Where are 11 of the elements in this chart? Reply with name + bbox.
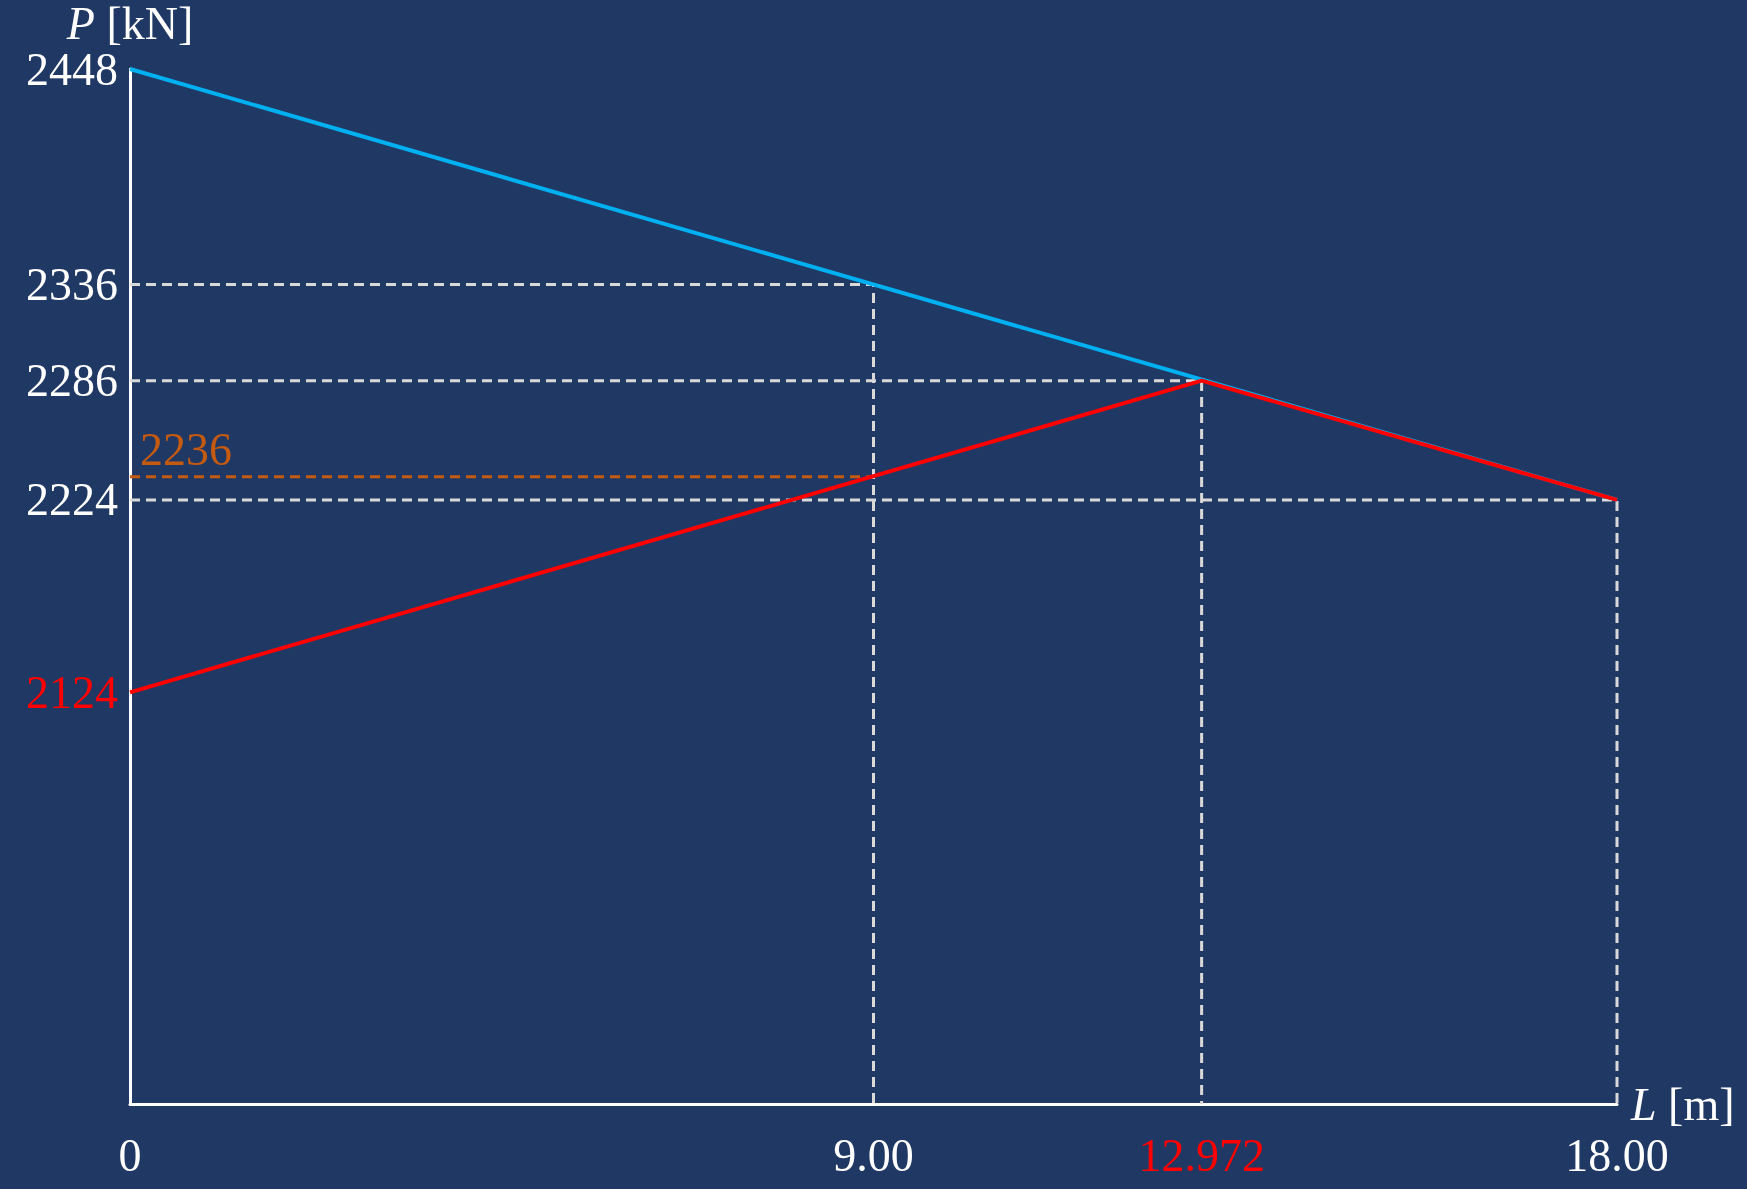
y-tick-label: 2224 (26, 474, 118, 526)
y-tick-label: 2286 (26, 355, 118, 407)
y-tick-label: 2336 (26, 258, 118, 310)
data-label: 2236 (140, 424, 232, 476)
x-axis-title: L [m] (1630, 1078, 1735, 1130)
y-axis-title: P [kN] (65, 0, 194, 49)
x-tick-label: 9.00 (833, 1129, 914, 1181)
data-label: 2124 (26, 666, 118, 718)
x-tick-label: 18.00 (1565, 1129, 1669, 1181)
x-tick-label: 0 (118, 1129, 142, 1181)
x-tick-label: 12.972 (1138, 1129, 1265, 1181)
